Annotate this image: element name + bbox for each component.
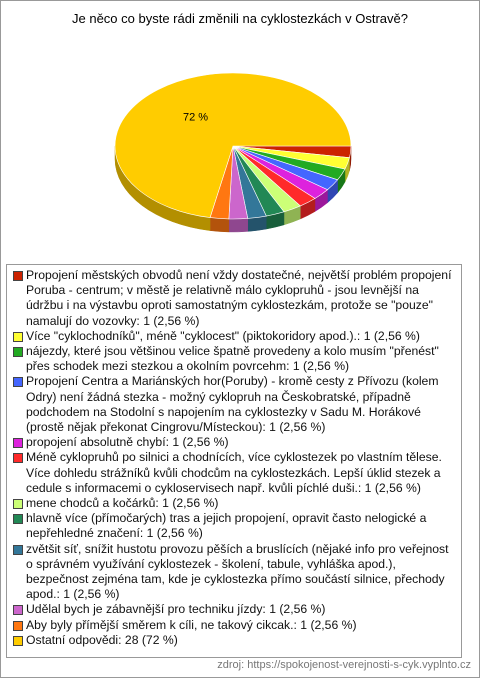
source: zdroj: https://spokojenost-verejnosti-s-… bbox=[217, 659, 471, 671]
legend-label: zvětšit síť, snížit hustotu provozu pěší… bbox=[26, 541, 449, 602]
legend-item: Aby byly přímější směrem k cíli, ne tako… bbox=[13, 618, 456, 633]
legend: Propojení městských obvodů není vždy dos… bbox=[6, 264, 462, 658]
legend-label: Udělal bych je zábavnější pro techniku j… bbox=[26, 602, 326, 617]
legend-swatch bbox=[13, 514, 23, 525]
legend-label: Ostatní odpovědi: 28 (72 %) bbox=[26, 632, 178, 647]
slice-side bbox=[209, 217, 230, 233]
legend-label: Propojení městských obvodů není vždy dos… bbox=[26, 268, 452, 328]
legend-item: Udělal bych je zábavnější pro techniku j… bbox=[13, 602, 456, 617]
slice-side bbox=[228, 218, 249, 233]
legend-label: hlavně více (přímočarých) tras a jejich … bbox=[26, 511, 427, 541]
chart-title: Je něco co byste rádi změnili na cyklost… bbox=[72, 11, 408, 26]
legend-label: Propojení Centra a Mariánských hor(Porub… bbox=[26, 374, 439, 435]
legend-swatch bbox=[13, 271, 23, 281]
legend-swatch bbox=[13, 453, 23, 464]
slice bbox=[114, 72, 352, 218]
legend-item: mene chodců a kočárků: 1 (2,56 %) bbox=[13, 496, 456, 511]
legend-item: Ostatní odpovědi: 28 (72 %) bbox=[13, 633, 456, 648]
value-label: 72 % bbox=[183, 112, 208, 124]
legend-label: Více "cyklochodníků", méně "cyklocest" (… bbox=[26, 328, 420, 343]
legend-item: Propojení Centra a Mariánských hor(Porub… bbox=[13, 374, 456, 435]
legend-item: nájezdy, které jsou většinou velice špat… bbox=[13, 344, 456, 374]
legend-swatch bbox=[13, 331, 23, 342]
legend-swatch bbox=[13, 499, 23, 510]
legend-item: Propojení městských obvodů není vždy dos… bbox=[13, 268, 456, 329]
legend-item: Více "cyklochodníků", méně "cyklocest" (… bbox=[13, 329, 456, 344]
legend-swatch bbox=[13, 620, 23, 631]
legend-item: propojení absolutně chybí: 1 (2,56 %) bbox=[13, 435, 456, 450]
legend-item: Méně cyklopruhů po silnici a chodnících,… bbox=[13, 450, 456, 496]
pie-area: Je něco co byste rádi změnili na cyklost… bbox=[72, 11, 408, 233]
legend-item: hlavně více (přímočarých) tras a jejich … bbox=[13, 511, 456, 541]
legend-swatch bbox=[13, 635, 23, 646]
legend-label: propojení absolutně chybí: 1 (2,56 %) bbox=[26, 435, 229, 450]
legend-swatch bbox=[13, 438, 23, 449]
legend-swatch bbox=[13, 544, 23, 555]
legend-item: zvětšit síť, snížit hustotu provozu pěší… bbox=[13, 542, 456, 603]
legend-swatch bbox=[13, 347, 23, 358]
legend-label: nájezdy, které jsou většinou velice špat… bbox=[26, 344, 439, 374]
legend-label: mene chodců a kočárků: 1 (2,56 %) bbox=[26, 496, 219, 511]
legend-label: Méně cyklopruhů po silnici a chodnících,… bbox=[26, 450, 442, 495]
legend-swatch bbox=[13, 605, 23, 616]
legend-swatch bbox=[13, 377, 23, 388]
legend-label: Aby byly přímější směrem k cíli, ne tako… bbox=[26, 617, 357, 632]
